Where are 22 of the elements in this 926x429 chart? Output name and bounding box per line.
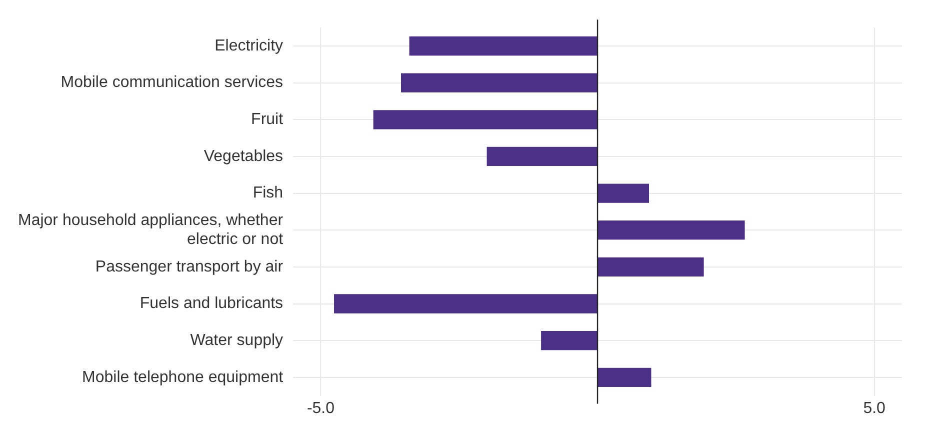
bar: [598, 257, 704, 277]
bar: [598, 184, 650, 203]
y-tick-label: Fish: [252, 184, 284, 202]
bar: [373, 110, 598, 130]
bar: [598, 368, 652, 387]
y-tick-label: Passenger transport by air: [95, 258, 284, 276]
y-tick-label: Water supply: [190, 332, 284, 349]
bar: [541, 330, 598, 350]
y-tick-label: Mobile telephone equipment: [82, 368, 284, 386]
bar: [334, 294, 598, 314]
x-tick-label: -5.0: [306, 400, 335, 417]
y-tick-label: Fruit: [251, 111, 284, 128]
bar: [486, 146, 598, 166]
bar: [401, 73, 598, 92]
bar: [598, 220, 745, 240]
x-tick-label: 5.0: [863, 400, 886, 417]
bar: [409, 36, 598, 56]
y-tick-label: Mobile communication services: [60, 74, 284, 92]
y-tick-label: Electricity: [214, 37, 284, 54]
y-tick-label: Major household appliances, whether electric or not: [18, 212, 284, 248]
y-tick-label: Fuels and lubricants: [140, 295, 284, 312]
y-tick-label: Vegetables: [204, 148, 284, 165]
